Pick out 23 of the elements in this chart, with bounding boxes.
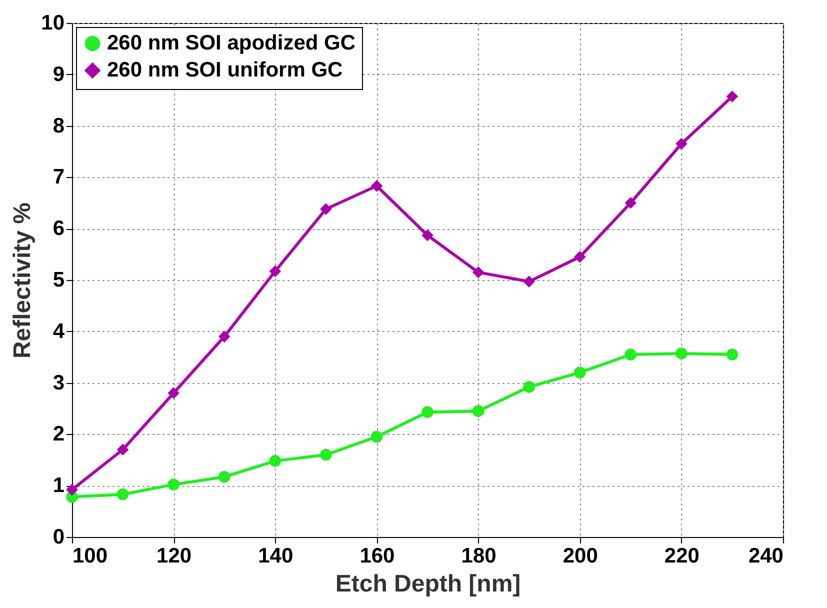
x-tick-label: 140 [258,544,294,568]
y-tick-label: 1 [52,474,65,498]
y-tick-label: 10 [41,12,64,34]
x-tick-label: 200 [562,544,598,568]
y-tick-label: 4 [52,320,65,343]
x-axis-title: Etch Depth [nm] [335,570,521,598]
legend-label: 260 nm SOI uniform GC [107,58,343,82]
y-tick-label: 3 [52,371,64,394]
y-tick-label: 0 [52,526,64,548]
x-tick-label: 120 [156,544,192,568]
legend-label: 260 nm SOI apodized GC [107,32,356,54]
x-tick-label: 160 [360,544,395,568]
y-axis-title: Reflectivity % [9,202,36,359]
y-tick-label: 6 [52,217,64,240]
y-tick-label: 9 [52,62,64,86]
y-tick-label: 8 [52,114,65,138]
x-tick-label: 220 [664,544,700,568]
x-tick-label: 240 [748,544,784,568]
x-tick-label: 180 [461,544,496,568]
y-tick-label: 5 [52,268,65,292]
x-tick-label: 100 [72,544,108,568]
y-tick-label: 7 [52,166,64,189]
y-tick-label: 2 [52,422,64,446]
